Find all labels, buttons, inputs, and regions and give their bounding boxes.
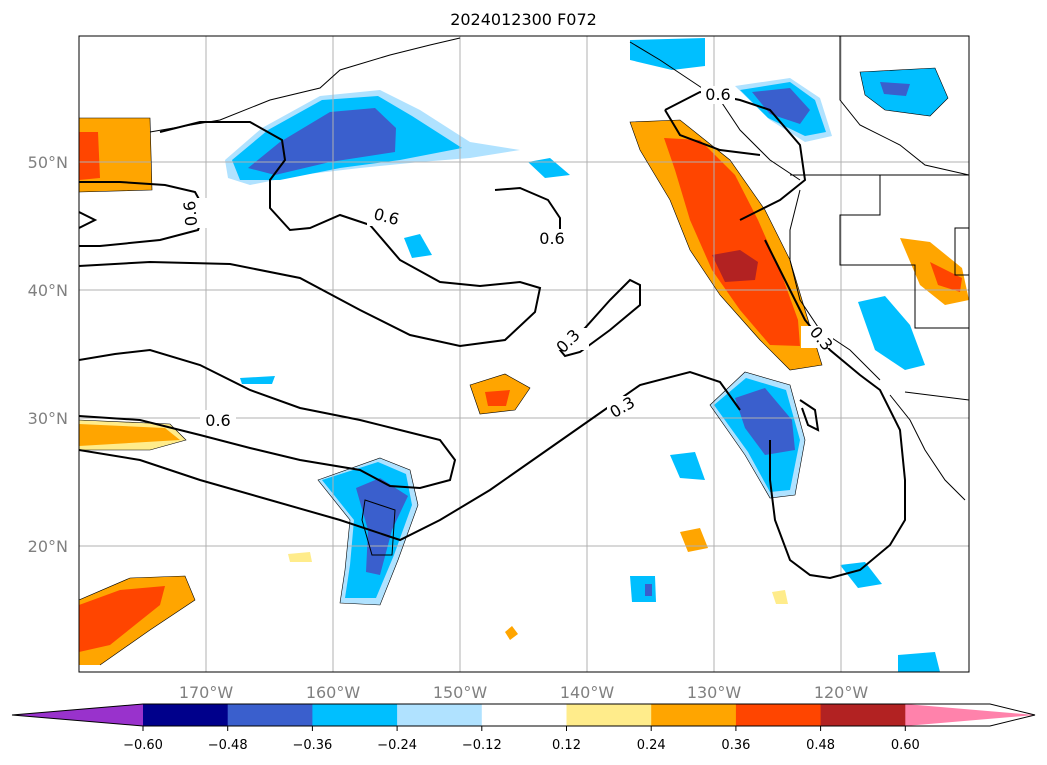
positive-anomaly-region [288,552,312,562]
colorbar-tick-label: 0.12 [552,738,581,753]
positive-anomaly-region [664,138,800,346]
fill-outlines [79,67,949,666]
colorbar-extend-low [12,704,143,726]
positive-anomaly-region [79,132,100,180]
colorbar-tick-label: −0.60 [123,738,163,753]
colorbar-tick-label: 0.24 [637,738,666,753]
positive-anomaly-region [772,590,788,604]
colorbar-cell [397,704,483,726]
negative-anomaly-region [630,576,656,602]
negative-anomaly-region [880,82,910,96]
lon-label: 170°W [179,683,234,702]
negative-anomaly-region [528,158,570,178]
colorbar-cell [481,704,567,726]
colorbar-cell [143,704,229,726]
contour-label: 0.6 [539,229,564,248]
negative-anomaly-region [840,562,882,588]
colorbar-tick-label: 0.36 [721,738,750,753]
positive-anomaly-region [712,250,758,282]
colorbar-outline [11,703,1036,727]
colorbar-tick-label: −0.24 [377,738,417,753]
colorbar-ticks: −0.60 −0.48 −0.36 −0.24 −0.12 0.12 0.24 0.36 0.4… [123,726,920,753]
anomaly-fill-layer [79,38,969,672]
colorbar: −0.60 −0.48 −0.36 −0.24 −0.12 0.12 0.24 0.36 0.4… [11,703,1036,753]
negative-anomaly-region [240,376,275,384]
colorbar-cell [566,704,652,726]
lon-labels: 170°W 160°W 150°W 140°W 130°W 120°W [179,683,869,702]
lon-label: 140°W [560,683,615,702]
lon-label: 150°W [433,683,488,702]
colorbar-tick-label: −0.36 [292,738,332,753]
colorbar-cell [227,704,313,726]
negative-anomaly-region [630,38,705,70]
lon-label: 130°W [687,683,742,702]
colorbar-cell [820,704,906,726]
map-title: 2024012300 F072 [450,10,597,29]
lon-label: 160°W [306,683,361,702]
colorbar-cell [651,704,737,726]
colorbar-tick-label: −0.48 [208,738,248,753]
colorbar-cell [735,704,822,726]
negative-anomaly-region [752,88,810,124]
lat-label: 40°N [28,281,68,300]
contour-label: 0.6 [180,200,201,227]
colorbar-cell [312,704,398,726]
negative-anomaly-region [858,296,925,370]
graticule [79,36,969,672]
map-frame [78,35,970,673]
lon-label: 120°W [814,683,869,702]
colorbar-tick-label: −0.12 [462,738,502,753]
positive-anomaly-region [485,390,510,406]
colorbar-tick-label: 0.60 [891,738,920,753]
positive-anomaly-region [79,424,180,446]
lat-label: 50°N [28,153,68,172]
positive-anomaly-region [930,262,962,292]
colorbar-tick-label: 0.48 [806,738,835,753]
lat-labels: 50°N 40°N 30°N 20°N [28,153,68,556]
map-area [79,36,969,672]
coastlines [149,36,969,556]
lat-label: 20°N [28,537,68,556]
negative-anomaly-region [404,234,432,258]
negative-anomaly-region [356,478,408,575]
negative-anomaly-region [735,388,795,455]
positive-anomaly-region [680,528,708,552]
negative-anomaly-region [670,452,705,480]
contour-label: 0.6 [705,85,730,104]
contour-label: 0.6 [205,411,230,430]
positive-anomaly-region [505,626,518,640]
lat-label: 30°N [28,409,68,428]
negative-anomaly-region [898,652,940,672]
colorbar-cells [12,704,1035,726]
negative-anomaly-region [645,584,652,596]
colorbar-extend-high [905,704,1035,726]
positive-anomaly-region [79,586,165,652]
